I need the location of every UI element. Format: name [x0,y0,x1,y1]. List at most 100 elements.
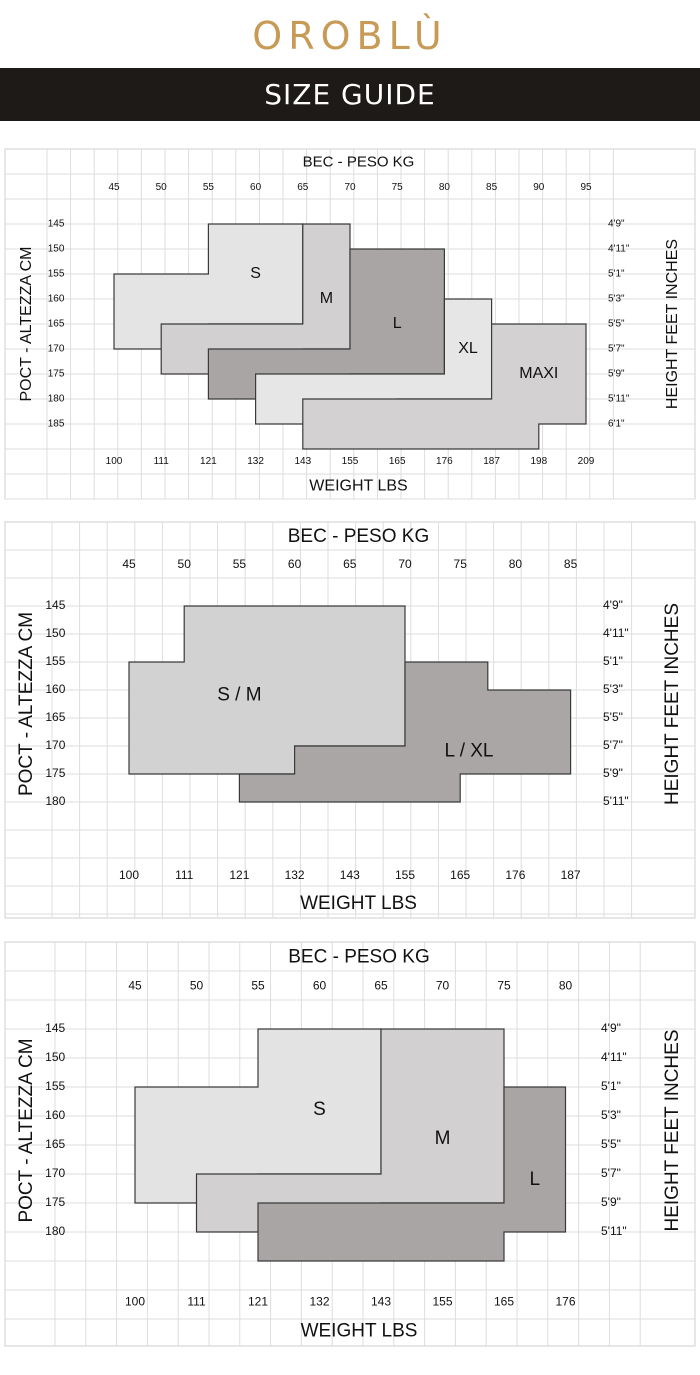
cm-tick-label: 145 [45,598,65,612]
y-axis-label-right: HEIGHT FEET INCHES [664,239,681,409]
cm-tick-label: 165 [48,319,65,330]
lbs-tick-label: 198 [530,456,547,467]
kg-tick-label: 60 [288,557,302,571]
ft-tick-label: 5'11" [603,794,629,808]
cm-tick-label: 170 [48,344,65,355]
lbs-tick-label: 132 [247,456,264,467]
chart-title: BEC - PESO KG [288,526,429,547]
cm-tick-label: 160 [48,294,65,305]
cm-tick-label: 160 [45,1108,65,1122]
lbs-tick-label: 165 [450,868,470,882]
ft-tick-label: 6'1" [608,419,625,430]
lbs-tick-label: 187 [561,868,581,882]
kg-tick-label: 95 [580,182,592,193]
ft-tick-label: 5'3" [601,1108,621,1122]
lbs-tick-label: 132 [285,868,305,882]
lbs-tick-label: 100 [106,456,123,467]
ft-tick-label: 5'7" [608,344,625,355]
size-guide-banner: SIZE GUIDE [0,68,700,121]
ft-tick-label: 5'1" [608,269,625,280]
kg-tick-label: 75 [497,979,511,993]
cm-tick-label: 170 [45,738,65,752]
ft-tick-label: 5'1" [601,1079,621,1093]
x-axis-label: WEIGHT LBS [300,893,417,914]
y-axis-label-right: HEIGHT FEET INCHES [662,603,683,805]
ft-tick-label: 4'9" [608,219,625,230]
lbs-tick-label: 100 [119,868,139,882]
cm-tick-label: 175 [48,369,65,380]
ft-tick-label: 4'11" [601,1050,627,1064]
lbs-tick-label: 155 [342,456,359,467]
kg-tick-label: 90 [533,182,545,193]
ft-tick-label: 5'5" [608,319,625,330]
size-label: S [313,1099,326,1120]
lbs-tick-label: 165 [389,456,406,467]
x-axis-label: WEIGHT LBS [309,478,407,495]
lbs-tick-label: 176 [436,456,453,467]
kg-tick-label: 70 [398,557,412,571]
cm-tick-label: 165 [45,1137,65,1151]
size-chart-1: S M L XL MAXI BEC - PESO KG 45 50 55 60 65 70 75 80 85… [4,148,696,500]
kg-tick-label: 70 [436,979,450,993]
kg-tick-label: 55 [251,979,265,993]
kg-tick-label: 85 [564,557,578,571]
cm-tick-label: 170 [45,1166,65,1180]
lbs-tick-label: 111 [187,1295,206,1309]
lbs-tick-label: 187 [483,456,500,467]
kg-tick-label: 50 [190,979,204,993]
ft-tick-label: 5'3" [608,294,625,305]
cm-tick-label: 180 [48,394,65,405]
lbs-tick-label: 165 [494,1295,514,1309]
kg-tick-label: 55 [233,557,247,571]
lbs-tick-label: 143 [371,1295,391,1309]
cm-tick-label: 155 [45,654,65,668]
kg-tick-label: 80 [509,557,523,571]
ft-tick-label: 4'9" [603,598,623,612]
ft-tick-label: 5'5" [603,710,623,724]
cm-tick-label: 185 [48,419,65,430]
lbs-tick-label: 111 [175,868,194,882]
lbs-tick-label: 155 [432,1295,452,1309]
size-label: L [393,315,402,332]
lbs-tick-label: 155 [395,868,415,882]
size-label: M [435,1128,451,1149]
kg-tick-label: 80 [559,979,573,993]
kg-tick-label: 50 [178,557,192,571]
size-chart-2: S / M L / XL BEC - PESO KG 45 50 55 60 65 70 75 80… [4,521,696,919]
ft-tick-label: 5'11" [608,394,630,405]
kg-tick-label: 60 [250,182,262,193]
kg-tick-label: 75 [454,557,468,571]
kg-tick-label: 80 [439,182,451,193]
kg-tick-label: 45 [128,979,142,993]
kg-tick-label: 60 [313,979,327,993]
kg-tick-label: 65 [343,557,357,571]
x-axis-label: WEIGHT LBS [301,1321,418,1342]
ft-tick-label: 5'9" [601,1195,621,1209]
ft-tick-label: 4'9" [601,1021,621,1035]
cm-tick-label: 180 [45,1224,65,1238]
chart-title: BEC - PESO KG [288,947,429,968]
kg-tick-label: 70 [344,182,356,193]
size-label: L [529,1169,540,1190]
lbs-tick-label: 209 [578,456,595,467]
cm-tick-label: 175 [45,766,65,780]
size-label: S [250,265,261,282]
size-block-l [257,1086,567,1262]
ft-tick-label: 5'9" [603,766,623,780]
cm-tick-label: 145 [48,219,65,230]
cm-tick-label: 175 [45,1195,65,1209]
size-label: S / M [217,685,261,706]
lbs-tick-label: 143 [294,456,311,467]
kg-tick-label: 50 [156,182,168,193]
ft-tick-label: 5'1" [603,654,623,668]
cm-tick-label: 165 [45,710,65,724]
size-label: L / XL [445,741,494,762]
ft-tick-label: 5'11" [601,1224,627,1238]
banner-title: SIZE GUIDE [264,78,436,111]
size-label: MAXI [519,365,558,382]
size-label: M [320,290,333,307]
kg-tick-label: 45 [122,557,136,571]
cm-tick-label: 150 [45,626,65,640]
ft-tick-label: 5'5" [601,1137,621,1151]
ft-tick-label: 5'3" [603,682,623,696]
